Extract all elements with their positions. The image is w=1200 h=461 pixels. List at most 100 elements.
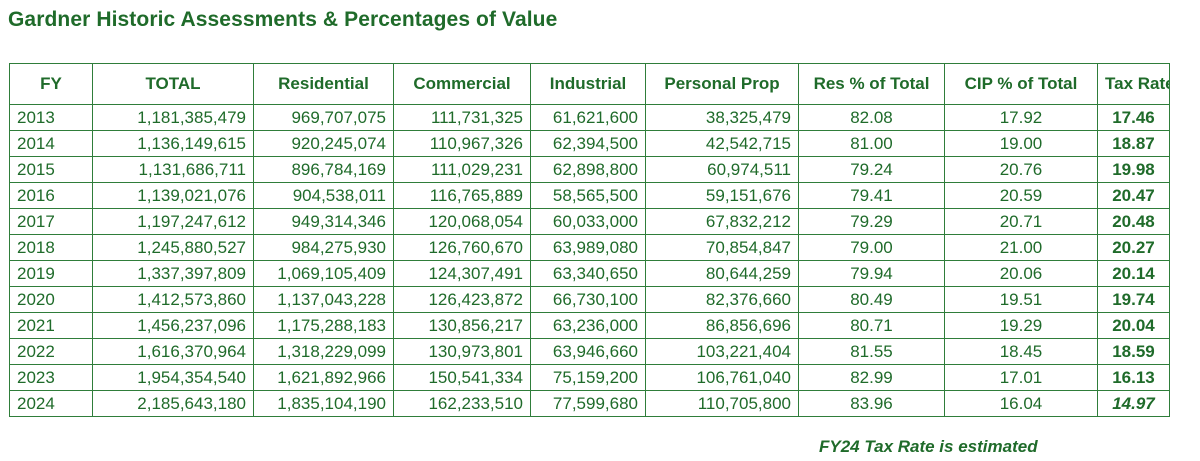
cell-industrial: 63,236,000 <box>530 312 646 339</box>
header-tax-rate: Tax Rate <box>1097 63 1170 105</box>
cell-fy: 2018 <box>9 234 93 261</box>
cell-personal-prop: 70,854,847 <box>645 234 799 261</box>
cell-res-pct: 81.55 <box>798 338 945 365</box>
cell-res-pct: 80.49 <box>798 286 945 313</box>
cell-commercial: 162,233,510 <box>393 390 531 417</box>
cell-total: 1,139,021,076 <box>92 182 254 209</box>
cell-industrial: 61,621,600 <box>530 104 646 131</box>
cell-cip-pct: 17.01 <box>944 364 1098 391</box>
cell-personal-prop: 103,221,404 <box>645 338 799 365</box>
cell-residential: 1,621,892,966 <box>253 364 394 391</box>
cell-cip-pct: 16.04 <box>944 390 1098 417</box>
cell-commercial: 150,541,334 <box>393 364 531 391</box>
cell-personal-prop: 42,542,715 <box>645 130 799 157</box>
cell-commercial: 124,307,491 <box>393 260 531 287</box>
cell-cip-pct: 19.00 <box>944 130 1098 157</box>
header-industrial: Industrial <box>530 63 646 105</box>
cell-total: 1,412,573,860 <box>92 286 254 313</box>
cell-fy: 2014 <box>9 130 93 157</box>
cell-commercial: 110,967,326 <box>393 130 531 157</box>
cell-commercial: 130,856,217 <box>393 312 531 339</box>
cell-res-pct: 81.00 <box>798 130 945 157</box>
cell-cip-pct: 20.71 <box>944 208 1098 235</box>
cell-commercial: 120,068,054 <box>393 208 531 235</box>
cell-tax-rate: 20.27 <box>1097 234 1170 261</box>
cell-fy: 2020 <box>9 286 93 313</box>
cell-fy: 2022 <box>9 338 93 365</box>
cell-industrial: 66,730,100 <box>530 286 646 313</box>
cell-personal-prop: 38,325,479 <box>645 104 799 131</box>
table-row: 2024 2,185,643,180 1,835,104,190 162,233,51… <box>9 390 1170 417</box>
cell-tax-rate: 19.98 <box>1097 156 1170 183</box>
cell-residential: 920,245,074 <box>253 130 394 157</box>
assessments-table: FY TOTAL Residential Commercial Industri… <box>9 63 1170 417</box>
cell-tax-rate: 20.14 <box>1097 260 1170 287</box>
header-total: TOTAL <box>92 63 254 105</box>
header-personal-prop: Personal Prop <box>645 63 799 105</box>
cell-res-pct: 80.71 <box>798 312 945 339</box>
page-title: Gardner Historic Assessments & Percentag… <box>8 8 558 31</box>
cell-industrial: 58,565,500 <box>530 182 646 209</box>
cell-res-pct: 79.00 <box>798 234 945 261</box>
table-row: 2013 1,181,385,479 969,707,075 111,731,325 6… <box>9 104 1170 131</box>
cell-industrial: 63,340,650 <box>530 260 646 287</box>
cell-total: 1,136,149,615 <box>92 130 254 157</box>
cell-commercial: 116,765,889 <box>393 182 531 209</box>
cell-fy: 2016 <box>9 182 93 209</box>
cell-personal-prop: 82,376,660 <box>645 286 799 313</box>
cell-cip-pct: 20.06 <box>944 260 1098 287</box>
header-commercial: Commercial <box>393 63 531 105</box>
table-row: 2020 1,412,573,860 1,137,043,228 126,423,87… <box>9 286 1170 313</box>
cell-industrial: 63,989,080 <box>530 234 646 261</box>
header-cip-pct: CIP % of Total <box>944 63 1098 105</box>
cell-tax-rate: 18.59 <box>1097 338 1170 365</box>
table-row: 2015 1,131,686,711 896,784,169 111,029,231 6… <box>9 156 1170 183</box>
cell-res-pct: 79.41 <box>798 182 945 209</box>
cell-total: 1,131,686,711 <box>92 156 254 183</box>
cell-residential: 984,275,930 <box>253 234 394 261</box>
cell-tax-rate: 18.87 <box>1097 130 1170 157</box>
cell-cip-pct: 18.45 <box>944 338 1098 365</box>
cell-tax-rate: 20.04 <box>1097 312 1170 339</box>
cell-cip-pct: 21.00 <box>944 234 1098 261</box>
cell-total: 1,456,237,096 <box>92 312 254 339</box>
header-fy: FY <box>9 63 93 105</box>
cell-commercial: 126,423,872 <box>393 286 531 313</box>
cell-fy: 2024 <box>9 390 93 417</box>
cell-fy: 2015 <box>9 156 93 183</box>
cell-personal-prop: 106,761,040 <box>645 364 799 391</box>
table-row: 2017 1,197,247,612 949,314,346 120,068,054 6… <box>9 208 1170 235</box>
cell-residential: 1,175,288,183 <box>253 312 394 339</box>
cell-fy: 2021 <box>9 312 93 339</box>
cell-industrial: 62,898,800 <box>530 156 646 183</box>
cell-fy: 2019 <box>9 260 93 287</box>
cell-industrial: 77,599,680 <box>530 390 646 417</box>
cell-total: 1,616,370,964 <box>92 338 254 365</box>
table-header-row: FY TOTAL Residential Commercial Industri… <box>9 63 1170 105</box>
cell-residential: 969,707,075 <box>253 104 394 131</box>
table-row: 2021 1,456,237,096 1,175,288,183 130,856,21… <box>9 312 1170 339</box>
header-res-pct: Res % of Total <box>798 63 945 105</box>
cell-res-pct: 82.99 <box>798 364 945 391</box>
cell-tax-rate: 17.46 <box>1097 104 1170 131</box>
table-row: 2019 1,337,397,809 1,069,105,409 124,307,49… <box>9 260 1170 287</box>
cell-total: 1,954,354,540 <box>92 364 254 391</box>
table-row: 2022 1,616,370,964 1,318,229,099 130,973,80… <box>9 338 1170 365</box>
table-row: 2023 1,954,354,540 1,621,892,966 150,541,33… <box>9 364 1170 391</box>
cell-total: 1,245,880,527 <box>92 234 254 261</box>
cell-total: 2,185,643,180 <box>92 390 254 417</box>
cell-tax-rate: 14.97 <box>1097 390 1170 417</box>
cell-cip-pct: 19.29 <box>944 312 1098 339</box>
cell-personal-prop: 59,151,676 <box>645 182 799 209</box>
cell-res-pct: 83.96 <box>798 390 945 417</box>
cell-fy: 2023 <box>9 364 93 391</box>
cell-industrial: 62,394,500 <box>530 130 646 157</box>
cell-commercial: 111,029,231 <box>393 156 531 183</box>
cell-residential: 904,538,011 <box>253 182 394 209</box>
cell-total: 1,197,247,612 <box>92 208 254 235</box>
cell-industrial: 60,033,000 <box>530 208 646 235</box>
cell-fy: 2013 <box>9 104 93 131</box>
table-row: 2016 1,139,021,076 904,538,011 116,765,889 5… <box>9 182 1170 209</box>
cell-residential: 1,069,105,409 <box>253 260 394 287</box>
cell-tax-rate: 19.74 <box>1097 286 1170 313</box>
